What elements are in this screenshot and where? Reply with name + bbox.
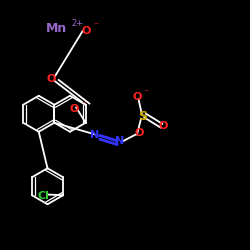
Text: 2+: 2+ — [72, 19, 84, 28]
Text: ⁻: ⁻ — [82, 100, 87, 110]
Text: N: N — [115, 136, 124, 146]
Text: S: S — [138, 110, 147, 123]
Text: N: N — [90, 130, 99, 140]
Text: O: O — [69, 104, 78, 115]
Text: O: O — [46, 74, 56, 84]
Text: Cl: Cl — [38, 191, 50, 201]
Text: ⁻: ⁻ — [143, 88, 148, 98]
Text: ⁻: ⁻ — [94, 22, 99, 32]
Text: O: O — [82, 26, 91, 36]
Text: O: O — [134, 128, 144, 138]
Text: O: O — [159, 121, 168, 131]
Text: O: O — [133, 92, 142, 102]
Text: Mn: Mn — [46, 22, 67, 35]
